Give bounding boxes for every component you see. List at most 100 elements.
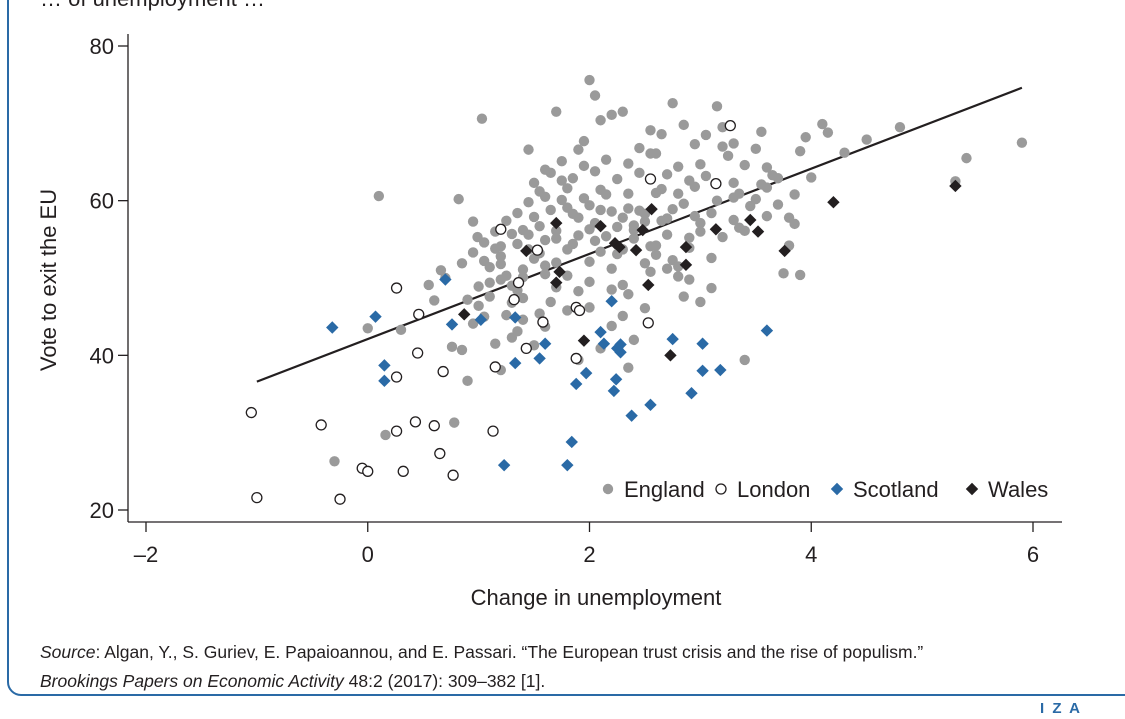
wales-point (679, 258, 693, 272)
england-point (628, 224, 640, 236)
scotland-point (609, 373, 623, 386)
england-point (462, 375, 473, 387)
england-point (650, 240, 662, 251)
england-point (639, 216, 651, 227)
scatter-chart: –2 0 2 4 6 20 40 60 80 England London Scotland Wale… (36, 34, 1062, 610)
england-point (623, 188, 634, 199)
england-point (595, 246, 606, 257)
england-point (806, 172, 817, 183)
england-point (684, 274, 695, 285)
england-point (1016, 137, 1028, 148)
england-point (706, 207, 717, 219)
england-point (606, 320, 617, 332)
england-point (661, 229, 673, 240)
england-point (595, 204, 606, 216)
england-point (772, 173, 784, 184)
england-point (456, 344, 468, 356)
england-point (673, 188, 684, 199)
england-point (567, 208, 579, 220)
england-point (684, 232, 695, 243)
england-point (551, 257, 562, 268)
england-point (673, 271, 684, 282)
y-tick-label: 20 (90, 498, 114, 523)
england-point (429, 295, 440, 306)
england-point (612, 221, 623, 233)
england-point (673, 161, 684, 172)
london-point (495, 223, 507, 235)
england-point (517, 264, 529, 275)
london-point (334, 493, 346, 505)
legend-marker-wales (965, 482, 979, 496)
england-point (506, 228, 518, 240)
england-point (606, 263, 617, 274)
england-point (484, 261, 495, 273)
england-point (634, 167, 645, 179)
england-point (584, 256, 595, 267)
wales-point (751, 225, 765, 238)
england-point (484, 277, 495, 288)
england-point (467, 318, 479, 329)
england-point (528, 211, 540, 223)
england-point (562, 305, 573, 316)
figure-frame (7, 0, 1125, 696)
x-tick-label: –2 (134, 542, 158, 567)
scotland-point (666, 332, 679, 346)
england-point (711, 195, 723, 206)
england-point (739, 354, 750, 366)
england-point (667, 98, 678, 109)
england-point (490, 338, 501, 349)
scotland-point (509, 311, 522, 324)
scotland-point (607, 384, 621, 398)
london-point (573, 304, 586, 317)
england-point (695, 159, 706, 170)
england-point (589, 90, 601, 101)
england-point (661, 169, 673, 180)
wales-point (679, 240, 693, 254)
x-tick-label: 6 (1027, 542, 1039, 567)
legend-label-england: England (624, 477, 705, 502)
england-point (623, 203, 634, 214)
scotland-point (625, 409, 638, 422)
england-point (894, 122, 906, 133)
england-point (650, 187, 662, 199)
england-point (789, 189, 800, 200)
england-point (501, 215, 512, 226)
england-point (600, 231, 612, 242)
wales-point (709, 223, 723, 236)
wales-point (613, 240, 626, 254)
london-point (531, 244, 544, 256)
england-point (689, 210, 701, 222)
england-point (673, 261, 684, 272)
england-point (567, 173, 579, 184)
england-point (817, 118, 828, 130)
england-point (794, 145, 806, 157)
england-point (634, 205, 645, 216)
source-citation: Source: Algan, Y., S. Guriev, E. Papaioa… (40, 638, 1100, 696)
scotland-point (565, 435, 578, 449)
london-point (409, 416, 422, 428)
england-point (756, 126, 767, 138)
england-point (656, 215, 667, 226)
england-point (395, 324, 407, 336)
england-point (756, 179, 767, 190)
source-label: Source (40, 642, 96, 662)
england-point (728, 214, 739, 226)
england-point (362, 323, 373, 334)
scotland-point (378, 374, 391, 388)
scotland-point (605, 295, 618, 308)
wales-point (778, 244, 791, 258)
source-text: : Algan, Y., S. Guriev, E. Papaioannou, … (95, 642, 924, 662)
england-point (700, 170, 712, 182)
england-point (600, 189, 612, 200)
england-point (634, 142, 645, 154)
london-point (447, 469, 459, 481)
scotland-point (714, 363, 727, 377)
london-point (537, 316, 549, 328)
scotland-point (644, 398, 657, 412)
england-point (606, 109, 617, 121)
england-point (678, 291, 689, 302)
england-point (717, 141, 728, 152)
london-point (390, 371, 403, 383)
london-point (315, 419, 327, 431)
england-point (551, 233, 562, 244)
